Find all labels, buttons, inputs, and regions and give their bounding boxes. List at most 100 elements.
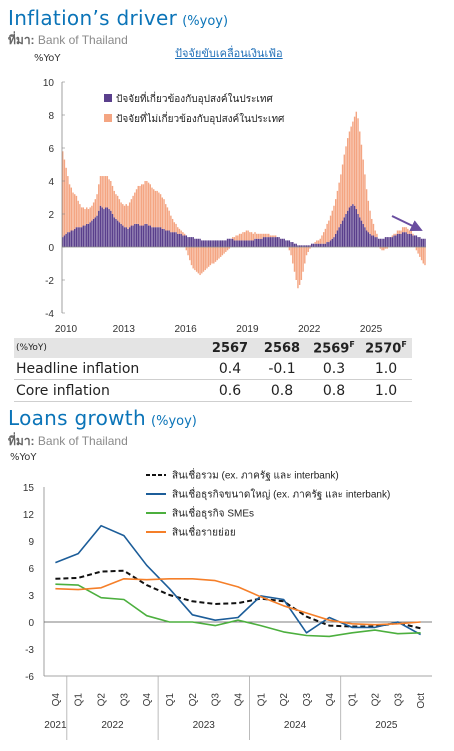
- bar-segment: [288, 247, 291, 251]
- bar-segment: [166, 230, 169, 247]
- bar-segment: [298, 247, 301, 285]
- legend-label: สินเชื่อรายย่อย: [172, 525, 236, 539]
- bar-segment: [259, 233, 261, 239]
- bar-segment: [213, 247, 215, 264]
- bar-segment: [283, 238, 285, 247]
- bar-segment: [365, 230, 368, 247]
- bar-segment: [396, 230, 399, 234]
- bar-segment: [147, 182, 150, 226]
- bar-segment: [407, 233, 409, 247]
- x-tick-label: Q2: [370, 693, 381, 707]
- x-tick-label: Q3: [393, 693, 404, 707]
- bar-segment: [261, 238, 263, 247]
- bar-segment: [228, 247, 230, 249]
- loans-source-label: ที่มา:: [8, 434, 35, 448]
- bar-segment: [127, 205, 129, 229]
- bar-segment: [207, 240, 210, 247]
- year-label: 2025: [375, 720, 398, 731]
- inflation-drivers-link[interactable]: ปัจจัยขับเคลื่อนเงินเฟ้อ: [175, 47, 283, 60]
- x-tick-label: Q2: [279, 693, 290, 707]
- bar-segment: [362, 159, 364, 224]
- bar-segment: [108, 209, 110, 247]
- bar-segment: [182, 232, 184, 236]
- bar-segment: [219, 240, 222, 247]
- bar-segment: [142, 225, 145, 247]
- bar-segment: [99, 205, 102, 247]
- x-tick-label: Q2: [188, 693, 199, 707]
- x-tick-label: Oct: [416, 693, 427, 709]
- bar-segment: [395, 233, 397, 236]
- bar-segment: [65, 167, 67, 234]
- bar-segment: [62, 237, 64, 247]
- bar-segment: [213, 240, 215, 247]
- bar-segment: [134, 192, 136, 224]
- y-tick-label: 9: [28, 537, 34, 548]
- bar-segment: [395, 235, 397, 247]
- forecast-year-2570: 2570F: [360, 338, 412, 358]
- bar-segment: [365, 189, 368, 231]
- bar-segment: [171, 232, 174, 247]
- bar-segment: [420, 247, 423, 261]
- forecast-table-header: (%YoY) 2567 2568 2569F 2570F: [14, 338, 412, 358]
- bar-segment: [207, 247, 210, 267]
- bar-segment: [338, 227, 340, 247]
- bar-segment: [132, 195, 134, 226]
- bar-segment: [415, 235, 418, 247]
- x-tick-label: Q4: [325, 693, 336, 707]
- bar-segment: [360, 144, 363, 221]
- bar-segment: [419, 247, 421, 257]
- bar-segment: [417, 237, 419, 247]
- bar-segment: [310, 243, 313, 247]
- bar-segment: [204, 247, 206, 271]
- bar-segment: [298, 245, 301, 247]
- bar-segment: [149, 225, 151, 247]
- bar-segment: [233, 240, 236, 247]
- bar-segment: [128, 202, 131, 228]
- series-line: [55, 583, 421, 638]
- bar-segment: [216, 247, 218, 261]
- bar-segment: [230, 238, 232, 247]
- bar-segment: [77, 227, 79, 247]
- bar-segment: [110, 181, 112, 211]
- y-tick-label: -4: [45, 309, 54, 320]
- bar-segment: [357, 214, 359, 247]
- bar-segment: [328, 220, 330, 243]
- bar-segment: [192, 237, 194, 247]
- bar-segment: [348, 207, 351, 247]
- bar-segment: [247, 230, 249, 241]
- bar-segment: [321, 243, 323, 247]
- bar-segment: [369, 233, 371, 247]
- inflation-title-text: Inflation’s driver: [8, 6, 178, 30]
- bar-segment: [326, 223, 328, 243]
- bar-segment: [398, 230, 400, 234]
- bar-segment: [125, 204, 127, 228]
- bar-segment: [182, 235, 184, 247]
- bar-segment: [386, 247, 388, 249]
- bar-segment: [400, 233, 402, 247]
- bar-segment: [189, 247, 191, 261]
- bar-segment: [128, 227, 131, 247]
- bar-segment: [206, 247, 208, 269]
- bar-segment: [336, 190, 339, 231]
- bar-segment: [168, 210, 170, 231]
- x-tick-label: 2025: [360, 324, 383, 335]
- bar-segment: [166, 207, 169, 231]
- row-label-headline: Headline inflation: [14, 358, 204, 380]
- bar-segment: [268, 233, 270, 238]
- bar-segment: [226, 247, 229, 251]
- bar-segment: [353, 116, 356, 206]
- bar-segment: [223, 240, 225, 247]
- bar-segment: [412, 233, 414, 236]
- bar-segment: [125, 227, 127, 247]
- bar-segment: [274, 237, 277, 247]
- table-cell: -0.1: [256, 358, 308, 380]
- bar-segment: [359, 131, 361, 218]
- bar-segment: [82, 207, 85, 226]
- year-label: 2021: [44, 720, 67, 731]
- loans-title: Loans growth (%yoy): [8, 406, 197, 430]
- bar-segment: [257, 233, 260, 239]
- bar-segment: [357, 118, 359, 214]
- bar-segment: [75, 195, 78, 228]
- bar-segment: [180, 230, 182, 234]
- bar-segment: [319, 238, 321, 244]
